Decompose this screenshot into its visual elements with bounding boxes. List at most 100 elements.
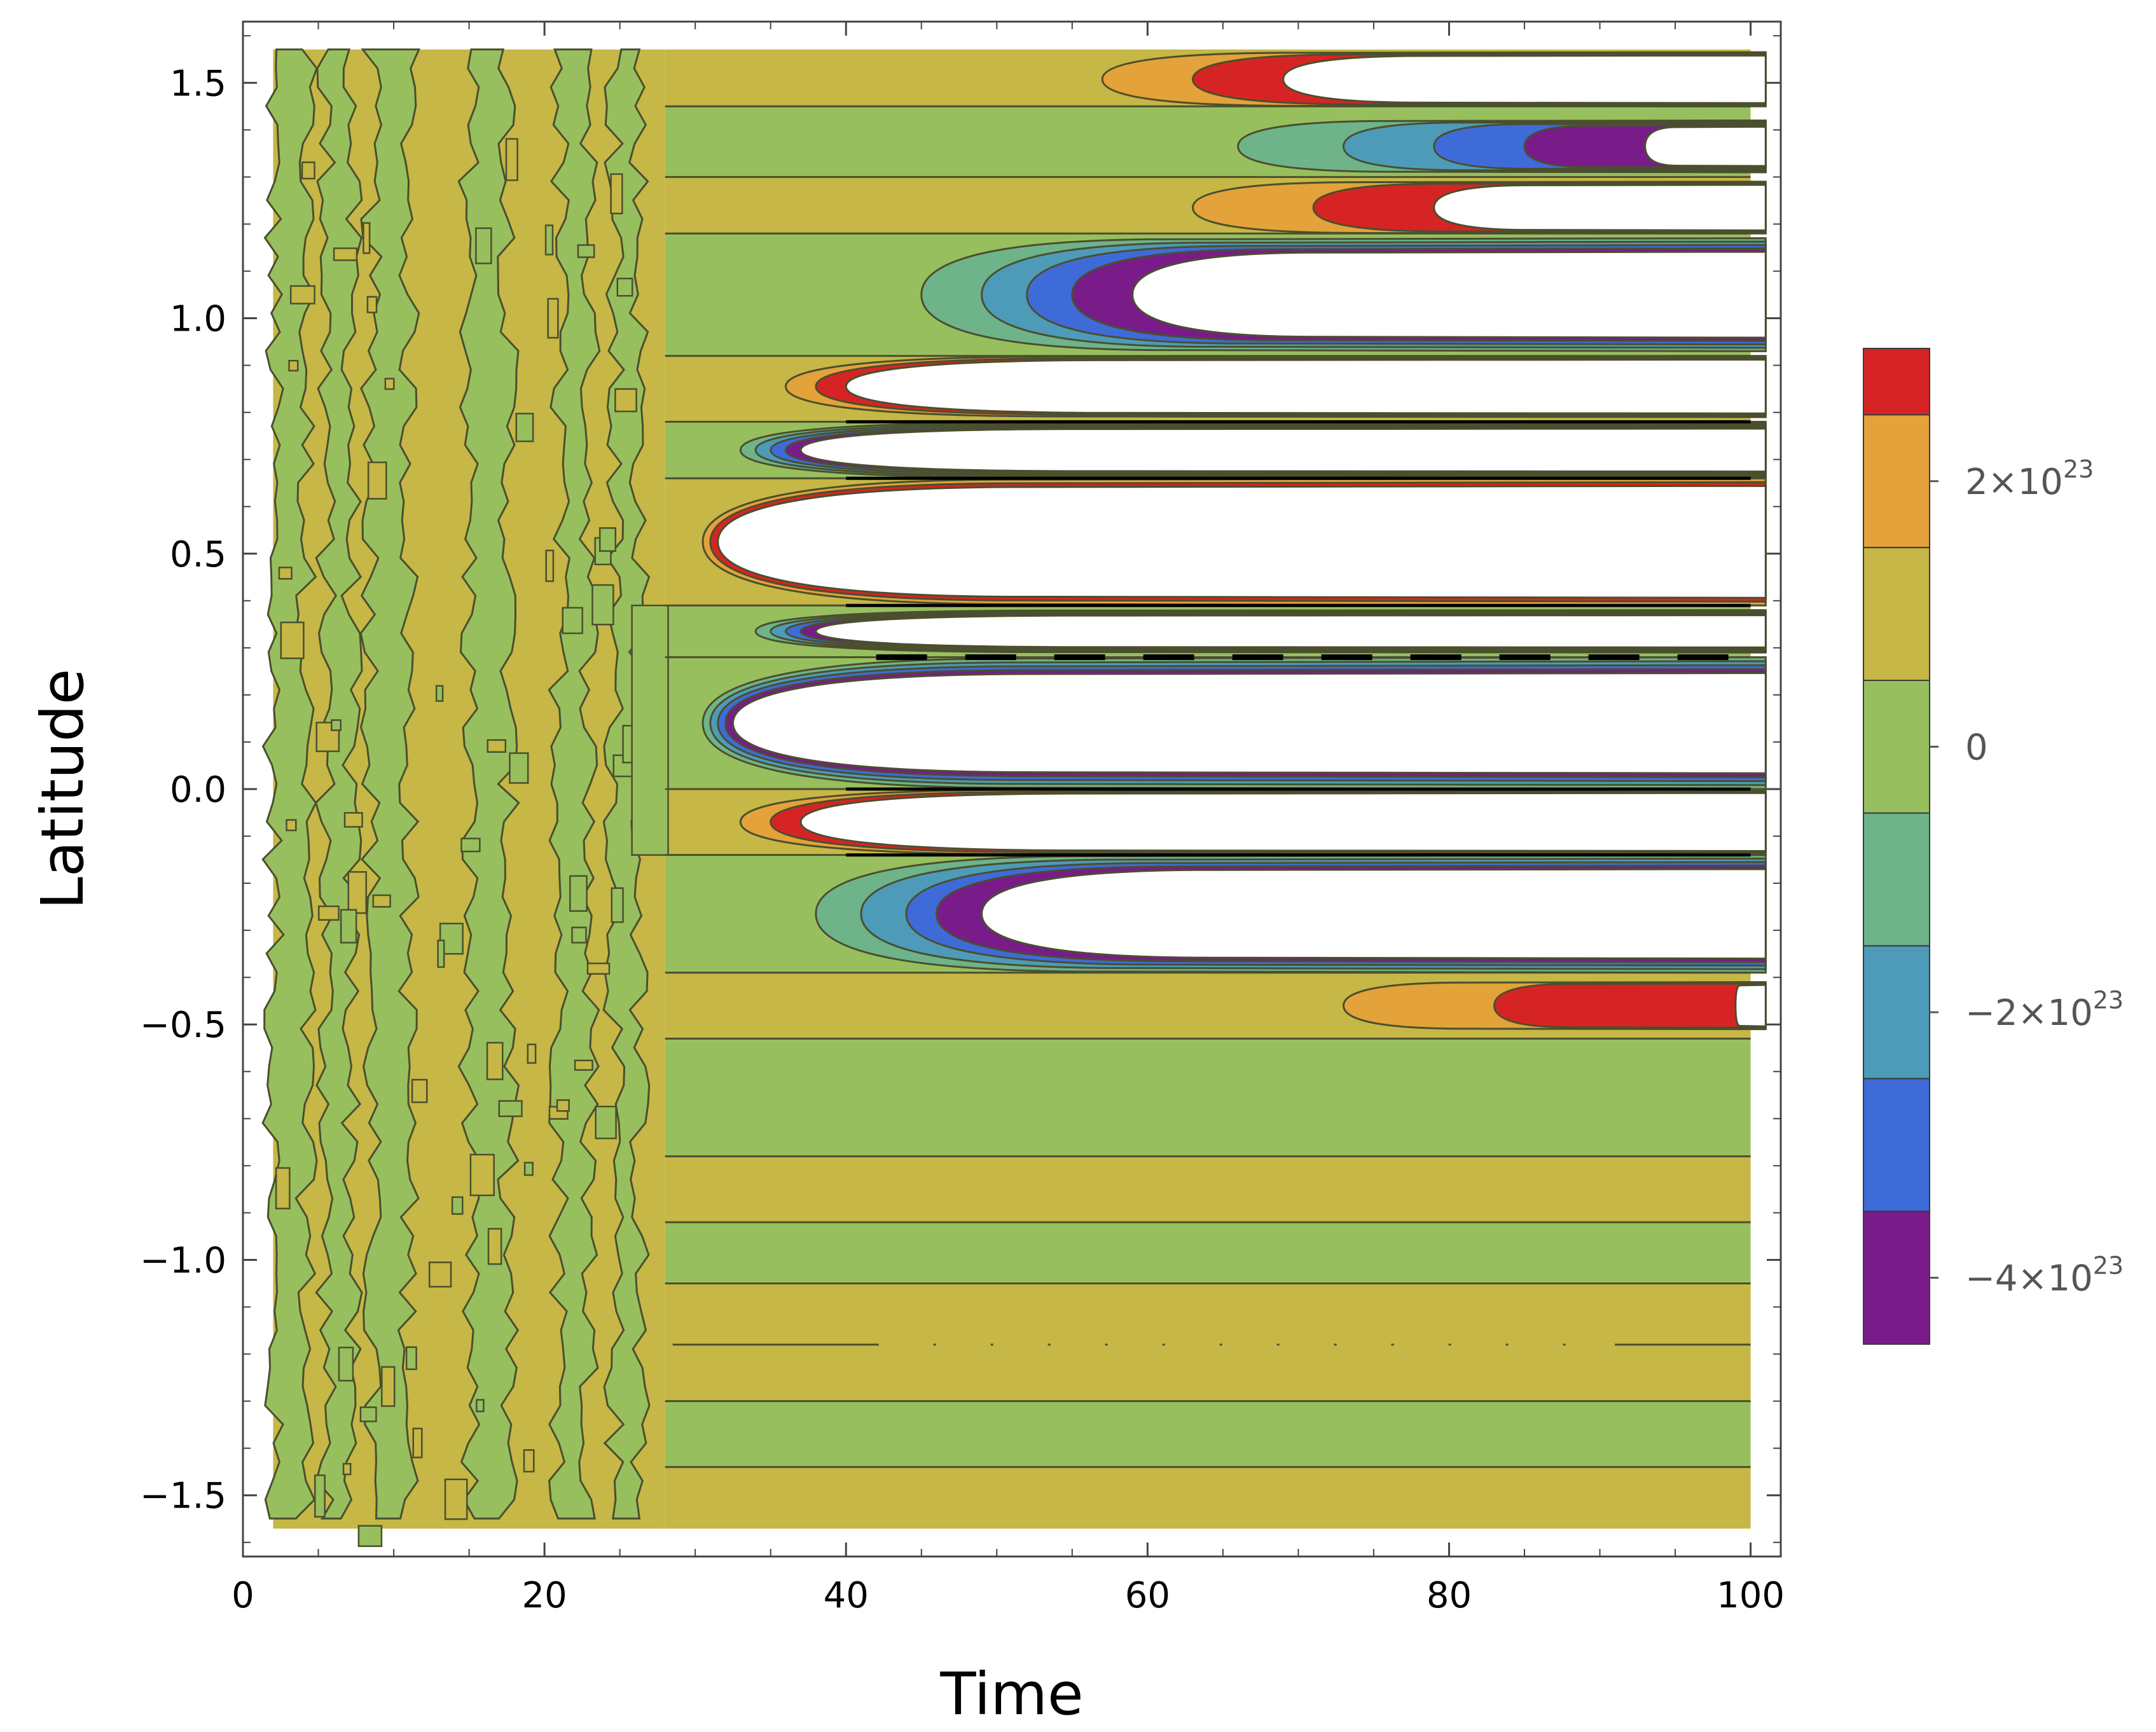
noise-patch-13 bbox=[381, 1366, 396, 1407]
noise-patch-0 bbox=[314, 1474, 326, 1518]
noise-patch-60 bbox=[288, 359, 299, 372]
noise-stripe-0 bbox=[261, 48, 318, 1520]
lobe-9-level-2 bbox=[799, 792, 1767, 852]
noise-patch-65 bbox=[405, 1346, 417, 1370]
colorbar-swatch-5 bbox=[1863, 945, 1930, 1080]
noise-patch-33 bbox=[571, 926, 587, 944]
noise-patch-47 bbox=[487, 739, 507, 753]
noise-patch-51 bbox=[367, 461, 387, 500]
band-15 bbox=[665, 1283, 1751, 1401]
growth-lobes bbox=[701, 51, 1767, 1031]
noise-patch-49 bbox=[363, 222, 371, 254]
y-tick-label-2: −0.5 bbox=[140, 1005, 226, 1046]
band-13 bbox=[665, 1156, 1751, 1223]
noise-patch-66 bbox=[343, 812, 363, 828]
noise-patch-62 bbox=[286, 819, 297, 832]
band-17 bbox=[665, 1467, 1751, 1529]
colorbar-swatch-6 bbox=[1863, 1078, 1930, 1213]
noise-patch-35 bbox=[610, 173, 623, 215]
noise-patch-29 bbox=[544, 224, 554, 256]
noise-patch-41 bbox=[317, 905, 340, 921]
x-tick-label-2: 40 bbox=[824, 1575, 869, 1616]
y-tick-label-5: 1.0 bbox=[170, 299, 226, 340]
noise-patch-28 bbox=[338, 1347, 354, 1382]
noise-patch-61 bbox=[278, 567, 293, 580]
x-tick-label-1: 20 bbox=[522, 1575, 567, 1616]
noise-patch-24 bbox=[451, 1196, 464, 1215]
colorbar-label-exponent: 23 bbox=[2093, 1252, 2124, 1280]
x-tick-label-0: 0 bbox=[231, 1575, 254, 1616]
noise-patch-20 bbox=[437, 939, 445, 968]
noise-patch-21 bbox=[412, 1427, 423, 1459]
colorbar-swatch-2 bbox=[1863, 547, 1930, 682]
noise-patch-42 bbox=[280, 621, 305, 659]
noise-patch-55 bbox=[366, 296, 378, 313]
colorbar-label-1: 0 bbox=[1965, 727, 1988, 768]
colorbar-swatch-3 bbox=[1863, 680, 1930, 814]
noise-patch-11 bbox=[486, 1041, 504, 1080]
noise-patch-64 bbox=[435, 685, 444, 702]
lobe-7-level-4 bbox=[815, 614, 1767, 649]
noise-patch-44 bbox=[556, 1099, 570, 1112]
lobe-0-level-2 bbox=[1282, 54, 1767, 104]
noise-patch-39 bbox=[469, 1153, 495, 1197]
lobe-11-level-1 bbox=[1493, 982, 1767, 1029]
noise-patch-18 bbox=[523, 1162, 534, 1176]
noise-patch-19 bbox=[586, 962, 611, 975]
x-tick-label-4: 80 bbox=[1427, 1575, 1472, 1616]
y-tick-label-6: 1.5 bbox=[170, 63, 226, 104]
lobe-4-level-2 bbox=[845, 359, 1767, 415]
noise-patch-34 bbox=[333, 247, 358, 261]
noise-patch-68 bbox=[384, 378, 395, 390]
lobe-2-level-2 bbox=[1433, 184, 1767, 231]
noise-patch-32 bbox=[411, 1078, 428, 1103]
noise-patch-2 bbox=[545, 549, 555, 582]
y-tick-label-0: −1.5 bbox=[140, 1476, 226, 1517]
noise-patch-54 bbox=[444, 1478, 468, 1520]
noise-patch-8 bbox=[515, 413, 534, 443]
noise-patch-67 bbox=[289, 285, 315, 305]
noise-transition bbox=[631, 604, 669, 856]
noise-patch-23 bbox=[595, 1105, 617, 1139]
noise-patch-40 bbox=[476, 1399, 485, 1413]
noise-stripe-2 bbox=[359, 48, 421, 1520]
noise-patch-12 bbox=[569, 875, 588, 912]
band-12 bbox=[665, 1038, 1751, 1157]
noise-patch-37 bbox=[359, 1406, 377, 1422]
noise-patch-46 bbox=[460, 837, 481, 853]
lobe-6-level-2 bbox=[717, 485, 1767, 599]
noise-patch-27 bbox=[475, 227, 492, 265]
noise-patch-10 bbox=[487, 1228, 502, 1265]
lobe-10-level-4 bbox=[981, 868, 1767, 960]
noise-patch-30 bbox=[577, 244, 595, 258]
noise-patch-1 bbox=[509, 752, 529, 784]
noise-stripe-3 bbox=[457, 48, 520, 1520]
x-axis-title: Time bbox=[939, 1660, 1083, 1728]
plot-area bbox=[261, 48, 1767, 1548]
noise-patch-31 bbox=[347, 871, 368, 914]
noise-patch-56 bbox=[614, 388, 637, 413]
noise-patch-52 bbox=[340, 909, 357, 944]
x-tick-label-5: 100 bbox=[1717, 1575, 1785, 1616]
noise-patch-53 bbox=[562, 607, 583, 635]
noise-patch-36 bbox=[527, 1043, 537, 1064]
x-tick-label-3: 60 bbox=[1125, 1575, 1170, 1616]
colorbar-swatch-1 bbox=[1863, 414, 1930, 549]
lobe-11-level-2 bbox=[1734, 984, 1767, 1028]
noise-patch-58 bbox=[331, 719, 342, 731]
noise-patch-25 bbox=[505, 138, 518, 181]
y-tick-label-1: −1.0 bbox=[140, 1240, 226, 1281]
noise-patch-4 bbox=[523, 1449, 535, 1473]
colorbar-swatch-0 bbox=[1863, 348, 1930, 416]
noise-patch-59 bbox=[547, 298, 559, 339]
lobe-5-level-4 bbox=[799, 427, 1767, 473]
noisy-early-region bbox=[261, 48, 669, 1548]
noise-patch-17 bbox=[428, 1261, 452, 1288]
band-14 bbox=[665, 1222, 1751, 1284]
noise-patch-6 bbox=[616, 277, 633, 297]
y-axis-title: Latitude bbox=[29, 669, 97, 910]
colorbar-swatch-7 bbox=[1863, 1211, 1930, 1345]
lobe-3-level-4 bbox=[1131, 251, 1767, 339]
